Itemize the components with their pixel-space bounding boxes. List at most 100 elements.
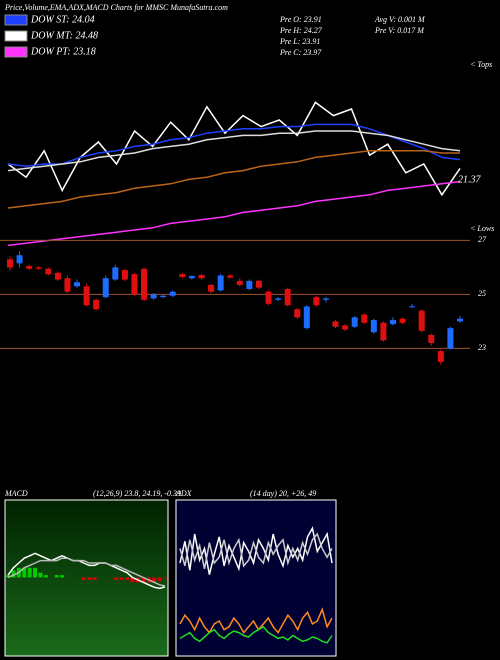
candle-body [112, 267, 119, 280]
histogram-bar [38, 572, 43, 578]
candle-body [351, 317, 358, 327]
histogram-bar [11, 570, 16, 578]
candle-body [361, 314, 368, 323]
candle-body [284, 289, 291, 306]
candle-body [418, 310, 425, 331]
histogram-bar [33, 567, 38, 578]
stat: Pre C: 23.97 [279, 48, 322, 57]
candle-body [265, 291, 272, 304]
y-tick-label: 23 [478, 343, 486, 352]
stat: Avg V: 0.001 M [374, 15, 426, 24]
histogram-bar [119, 577, 124, 580]
candle-body [236, 280, 243, 285]
histogram-bar [22, 567, 27, 578]
candle-body [64, 278, 71, 292]
candle-body [93, 299, 100, 310]
candle-body [35, 267, 42, 269]
candle-body [188, 276, 195, 279]
histogram-bar [27, 567, 32, 578]
candle-body [74, 282, 81, 287]
annotation: < Lows [470, 224, 494, 233]
candle-body [437, 351, 444, 362]
candle-body [332, 321, 339, 327]
legend-label: DOW PT: 23.18 [30, 46, 96, 57]
candle-body [26, 266, 33, 269]
candle-body [121, 270, 128, 280]
candle-body [322, 298, 329, 300]
line-series [179, 532, 333, 569]
candle-body [313, 297, 320, 306]
line-series [7, 150, 460, 209]
histogram-bar [60, 575, 65, 578]
line-series [7, 180, 461, 247]
candle-body [198, 274, 205, 279]
stat: Pre H: 24.27 [279, 26, 323, 35]
candle-body [399, 318, 406, 323]
candle-body [380, 322, 387, 341]
macd-panel [4, 499, 169, 657]
candle-body [342, 325, 349, 330]
histogram-bar [92, 577, 97, 580]
candle-body [54, 272, 61, 280]
candle-body [389, 320, 396, 325]
candle-body [131, 274, 138, 295]
page-title: Price,Volume,EMA,ADX,MACD Charts for MMS… [4, 3, 228, 12]
histogram-bar [81, 577, 86, 580]
histogram-bar [141, 577, 146, 583]
candle-body [179, 274, 186, 277]
candle-body [303, 306, 310, 329]
candle-body [150, 294, 157, 299]
candle-body [246, 280, 253, 289]
line-series [7, 101, 461, 197]
adx-panel [175, 499, 337, 657]
candle-body [208, 284, 215, 292]
macd-line [7, 557, 166, 587]
stat: Pre L: 23.91 [279, 37, 320, 46]
histogram-bar [54, 575, 59, 578]
candle-body [141, 268, 148, 300]
histogram-bar [163, 577, 167, 579]
candle-body [370, 320, 377, 333]
macd-line [7, 552, 166, 590]
legend-swatch [4, 14, 28, 26]
panel-title: ADX [175, 489, 193, 498]
candle-body [7, 259, 13, 268]
line-series [179, 625, 333, 644]
histogram-bar [157, 577, 162, 582]
legend-swatch [4, 30, 28, 42]
line-series [7, 130, 461, 172]
histogram-bar [114, 577, 119, 580]
candle-body [16, 255, 23, 264]
legend-swatch [4, 46, 28, 58]
candle-body [45, 268, 52, 275]
annotation: 21.37 [458, 174, 482, 185]
candle-body [102, 278, 109, 298]
panel-subtitle: (12,26,9) 23.8, 24.19, -0.39 [93, 489, 181, 498]
histogram-bar [152, 577, 157, 583]
candle-body [255, 280, 262, 288]
stat: Pre V: 0.017 M [374, 26, 425, 35]
histogram-bar [125, 577, 130, 580]
line-series [179, 607, 333, 634]
annotation: < Tops [470, 60, 492, 69]
stat: Pre O: 23.91 [279, 15, 322, 24]
candle-body [217, 275, 224, 291]
candle-body [160, 295, 167, 298]
candle-body [428, 334, 435, 343]
candle-body [447, 328, 454, 349]
legend-label: DOW ST: 24.04 [30, 14, 95, 25]
candle-body [83, 286, 90, 306]
y-tick-label: 25 [478, 289, 486, 298]
histogram-bar [43, 575, 48, 578]
candle-body [457, 318, 463, 322]
histogram-bar [87, 577, 92, 580]
panel-title: MACD [4, 489, 28, 498]
candle-body [169, 291, 176, 296]
legend-label: DOW MT: 24.48 [30, 30, 98, 41]
histogram-bar [130, 577, 135, 583]
candle-body [409, 306, 416, 308]
candle-body [227, 275, 234, 278]
candle-body [275, 298, 282, 300]
histogram-bar [6, 575, 10, 578]
